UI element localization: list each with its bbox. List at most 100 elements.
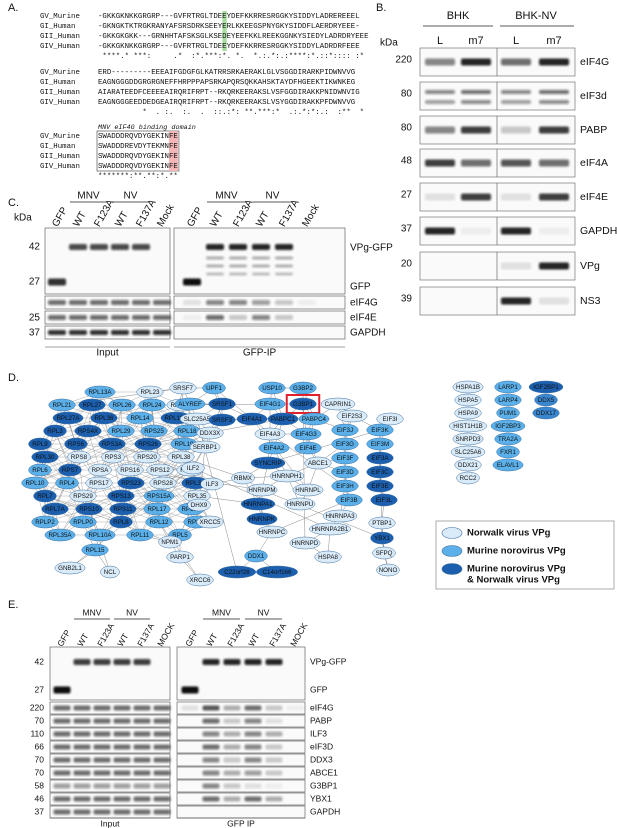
blot (176, 701, 306, 715)
node-label: RPL38 (172, 454, 191, 461)
domain-highlight (169, 131, 178, 171)
node-label: EIF4A2 (264, 445, 285, 452)
node-label: RPL11 (131, 532, 150, 539)
blot-band (229, 264, 247, 268)
network-node (366, 437, 394, 451)
protein-label: GFP (350, 282, 371, 293)
blot-band (501, 90, 531, 94)
network-node (44, 528, 76, 542)
lane-label: WT (75, 632, 90, 648)
protein-label: eIF4E (580, 191, 608, 203)
node-label: EIF4G3 (295, 431, 317, 438)
blot (176, 714, 306, 728)
node-label: DHX9 (191, 502, 208, 509)
node-label: EIF4E (299, 445, 316, 452)
node-label: RPL10A (88, 532, 112, 539)
protein-label: NS3 (580, 295, 601, 307)
blot-band (244, 744, 262, 750)
blot (176, 766, 306, 780)
blot-band (93, 744, 111, 750)
protein-label: PABP (310, 715, 332, 725)
network-edge (99, 469, 124, 510)
blot-band (53, 731, 71, 737)
network-edge (158, 482, 164, 523)
blot-band (48, 315, 66, 320)
blot-band (244, 705, 262, 711)
blot-band (425, 126, 455, 134)
kda-marker: 37 (401, 224, 413, 235)
blot-band (111, 330, 129, 335)
network-node (335, 493, 363, 507)
node-label: EIF3F (337, 455, 354, 462)
node-label: ILF2 (187, 465, 200, 472)
blot-band (93, 705, 111, 711)
network-node (28, 463, 52, 477)
network-node (331, 423, 359, 437)
blot-band (153, 770, 171, 776)
node-label: EIF3B (340, 497, 357, 504)
node-label: RPL5 (172, 532, 188, 539)
node-label: RPS13 (111, 493, 131, 500)
blot-band (229, 244, 247, 250)
network-edge (99, 430, 122, 471)
blot-band (73, 796, 91, 802)
lane-label: WT (115, 632, 130, 648)
node-label: RPL21 (53, 402, 72, 409)
network-edge (162, 443, 185, 484)
panel-label: E. (8, 599, 18, 611)
sequence: EAGNGGGEEDDEDGEAIRQRIFRPT--RKQRKEERAKSLV… (98, 99, 355, 107)
sequence-name: GIV_Human (40, 163, 80, 171)
sequence-name: GV_Murine (40, 133, 80, 141)
kda-marker: 46 (35, 793, 45, 803)
blot-band (425, 159, 455, 167)
kda-marker: 48 (401, 156, 413, 167)
blot-band (133, 783, 151, 789)
lane-label: WT (208, 210, 225, 229)
lane-label: Mock (300, 202, 322, 229)
node-label: ALYREF (178, 401, 202, 408)
lane-label: Mock (155, 202, 177, 229)
network-node (196, 515, 224, 529)
node-label: HNRNPH1 (272, 473, 302, 480)
kda-marker: 66 (35, 741, 45, 751)
blot-band (501, 58, 531, 66)
network-edge (120, 456, 148, 497)
blot-band (153, 300, 171, 305)
node-label: DDX1 (248, 553, 265, 560)
network-node (84, 385, 116, 399)
network-edge (44, 456, 80, 497)
network-node (169, 381, 197, 395)
blot-band (93, 757, 111, 763)
blot-band (275, 264, 293, 268)
blot-band (425, 193, 455, 201)
blot-band (275, 315, 293, 320)
network-node (116, 463, 144, 477)
network-node (448, 419, 488, 433)
network-node (250, 456, 286, 470)
blot-band (153, 796, 171, 802)
network-node (494, 393, 522, 407)
protein-label: eIF4A (580, 157, 608, 169)
network-node (267, 412, 299, 426)
network-edge (98, 443, 113, 484)
node-label: RPL35A (48, 532, 72, 539)
network-node (366, 465, 394, 479)
node-label: ABCE1 (308, 460, 329, 467)
network-node (186, 573, 214, 587)
blot-band (53, 686, 71, 694)
network-node (58, 463, 82, 477)
lane-label: GFP (185, 205, 205, 229)
blot-band (461, 227, 491, 235)
legend-swatch (441, 527, 463, 539)
lane-label: GFP (50, 205, 70, 229)
node-label: EIF3D (336, 469, 354, 476)
network-node (84, 528, 116, 542)
network-edge (147, 404, 153, 445)
node-label: RPS29 (73, 493, 93, 500)
protein-label: G3BP1 (310, 780, 338, 790)
network-node (166, 550, 194, 564)
network-node (290, 427, 322, 441)
blot-band (69, 330, 87, 335)
kda-marker: 27 (35, 684, 45, 694)
blot-band (461, 100, 491, 104)
